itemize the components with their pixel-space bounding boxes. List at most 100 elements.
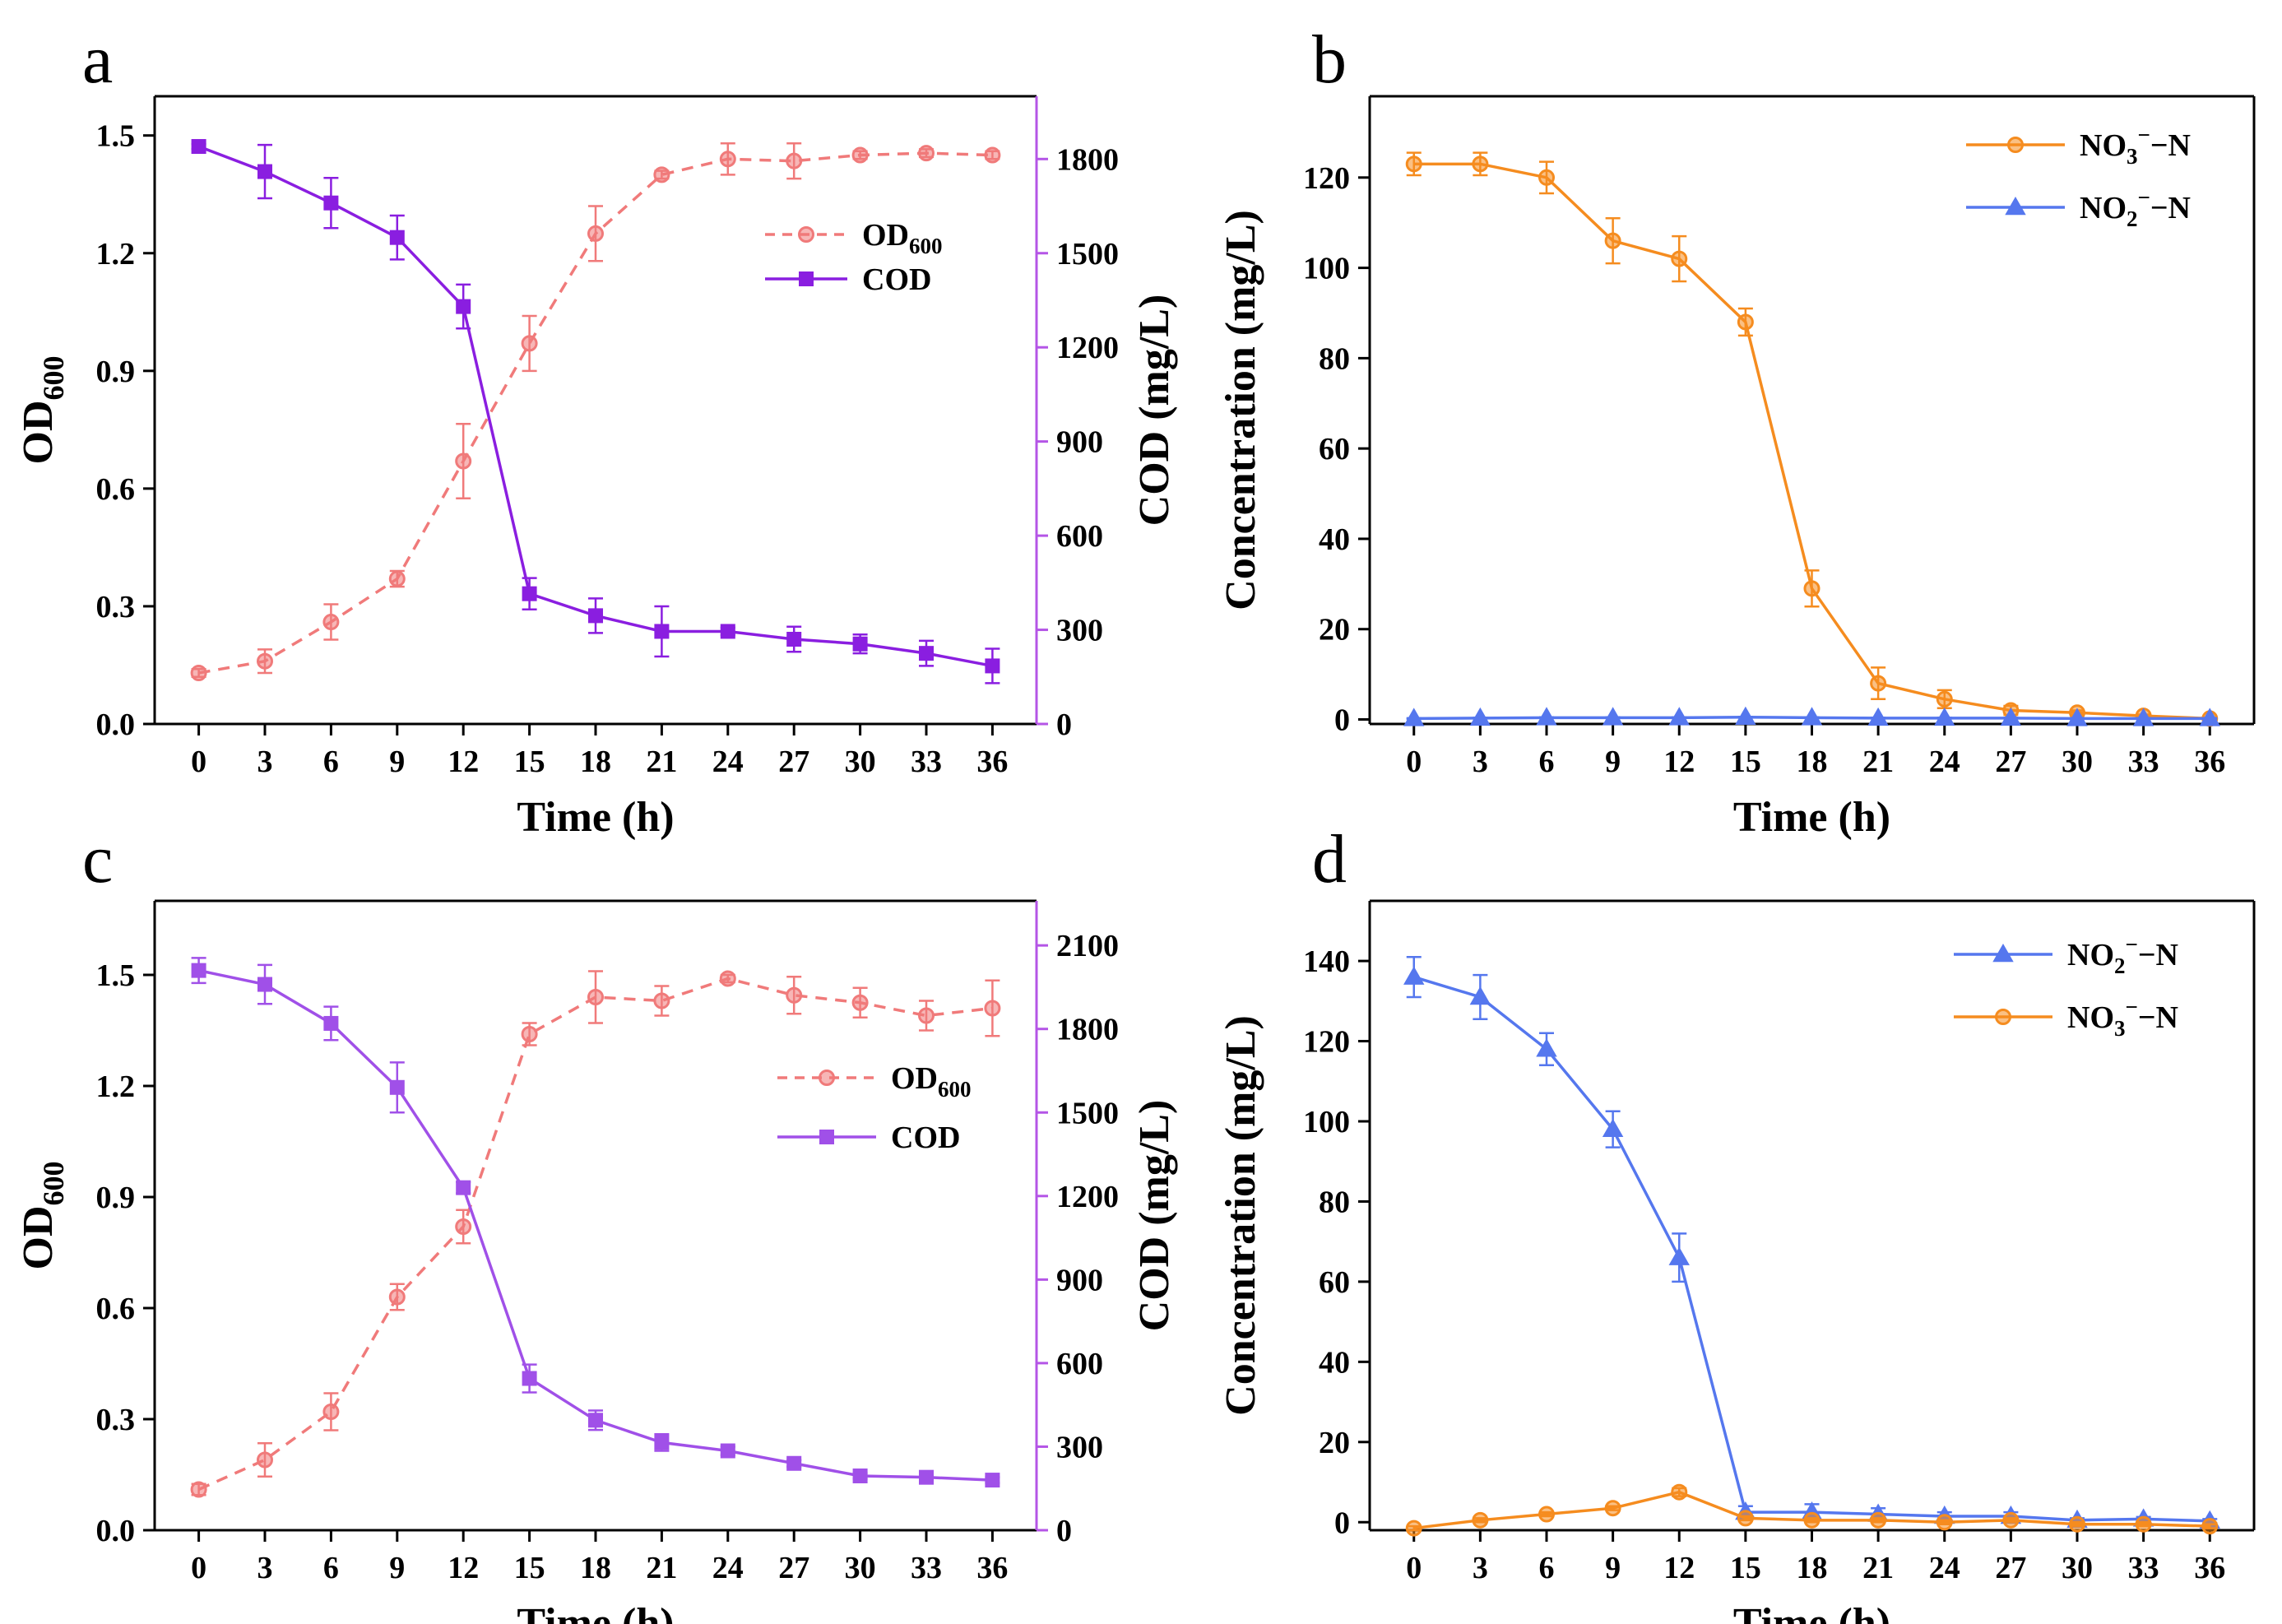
y-tick-label-right: 1200	[1056, 331, 1119, 365]
data-point	[1870, 675, 1887, 692]
data-point	[1735, 706, 1756, 726]
y-tick-label-left: 1.5	[96, 119, 136, 154]
data-point	[1538, 169, 1555, 186]
data-point	[257, 977, 272, 992]
y-tick-label-right: 1500	[1056, 1096, 1119, 1130]
data-point	[190, 1481, 207, 1498]
data-point	[456, 299, 471, 314]
data-point	[191, 963, 206, 978]
x-tick-label: 18	[580, 745, 611, 779]
x-tick-label: 21	[1862, 745, 1894, 779]
data-point	[389, 230, 405, 245]
x-tick-label: 36	[2194, 745, 2225, 779]
data-point	[919, 1469, 934, 1485]
y-tick-label-right: 1500	[1056, 237, 1119, 271]
data-point	[720, 624, 735, 639]
x-tick-label: 12	[448, 745, 479, 779]
data-point	[984, 1000, 1001, 1017]
data-point	[389, 1079, 405, 1095]
data-point	[522, 1371, 537, 1386]
legend: NO2−−N NO3−−N	[1954, 932, 2178, 1041]
x-tick-label: 6	[1539, 1551, 1555, 1585]
y-tick-label-left: 0.0	[96, 708, 136, 742]
data-point	[323, 1015, 339, 1031]
data-point	[851, 994, 869, 1011]
x-axis-title: Time (h)	[517, 1600, 674, 1624]
x-tick-label: 12	[1663, 745, 1695, 779]
data-point	[851, 146, 869, 164]
x-tick-label: 33	[911, 745, 942, 779]
y-tick-label-left: 0	[1334, 703, 1350, 738]
series-1	[1403, 706, 2220, 726]
data-point	[1472, 1511, 1489, 1529]
data-point	[1403, 966, 1425, 985]
series-0	[190, 970, 1001, 1498]
x-tick-label: 9	[1605, 745, 1621, 779]
data-point	[2132, 708, 2154, 726]
y-tick-label-left: 0.3	[96, 590, 136, 624]
y-tick-label-left: 20	[1319, 613, 1350, 647]
y-tick-label-left: 40	[1319, 1345, 1350, 1380]
data-point	[388, 1288, 406, 1306]
x-axis-title: Time (h)	[1733, 794, 1890, 841]
legend: OD600 COD	[777, 1061, 972, 1155]
y-tick-label-left: 100	[1303, 252, 1350, 286]
y-tick-label-right: 900	[1056, 425, 1103, 460]
legend-label: COD	[891, 1121, 960, 1155]
data-point	[1936, 690, 1953, 708]
legend-marker	[2005, 196, 2026, 216]
y-tick-label-left: 40	[1319, 522, 1350, 557]
series-line	[198, 968, 993, 1482]
data-point	[588, 608, 603, 624]
legend-label: NO2−−N	[2067, 932, 2178, 978]
data-point	[786, 152, 803, 169]
series-1	[1405, 1483, 2219, 1537]
data-point	[1604, 1500, 1621, 1517]
series-1	[191, 139, 1000, 684]
legend-marker	[1995, 1009, 2011, 1025]
y-tick-label-left: 120	[1303, 1025, 1350, 1060]
x-tick-label: 30	[845, 745, 876, 779]
data-point	[1671, 1483, 1688, 1501]
x-tick-label: 27	[1995, 1551, 2026, 1585]
data-point	[323, 195, 339, 211]
x-tick-label: 15	[514, 1551, 545, 1585]
x-tick-label: 3	[257, 1551, 273, 1585]
data-point	[1405, 155, 1422, 173]
x-tick-label: 0	[1406, 745, 1422, 779]
y-tick-label-right: 600	[1056, 519, 1103, 554]
data-point	[522, 586, 537, 601]
data-point	[1602, 707, 1624, 726]
y-tick-label-right: 600	[1056, 1347, 1103, 1381]
x-tick-label: 3	[1473, 745, 1488, 779]
x-tick-label: 12	[448, 1551, 479, 1585]
x-tick-label: 0	[191, 745, 206, 779]
legend-marker	[2007, 137, 2024, 153]
legend: OD600 COD	[765, 218, 943, 297]
x-tick-label: 18	[580, 1551, 611, 1585]
data-point	[852, 1468, 868, 1483]
x-tick-label: 24	[712, 1551, 744, 1585]
data-point	[1604, 232, 1621, 249]
legend-label: OD600	[891, 1061, 972, 1102]
y-axis-title-left: OD600	[15, 356, 70, 465]
panel-letter: d	[1312, 821, 1347, 898]
y-tick-label-left: 60	[1319, 432, 1350, 466]
x-tick-label: 12	[1663, 1551, 1695, 1585]
data-point	[1803, 1511, 1820, 1529]
x-tick-label: 9	[389, 1551, 405, 1585]
x-tick-label: 24	[712, 745, 744, 779]
x-tick-label: 18	[1797, 745, 1828, 779]
x-tick-label: 36	[976, 1551, 1008, 1585]
series-1	[191, 957, 1000, 1488]
data-point	[2000, 707, 2022, 726]
x-tick-label: 0	[1406, 1551, 1422, 1585]
x-tick-label: 27	[778, 745, 809, 779]
data-point	[919, 646, 934, 661]
data-point	[257, 1451, 273, 1469]
